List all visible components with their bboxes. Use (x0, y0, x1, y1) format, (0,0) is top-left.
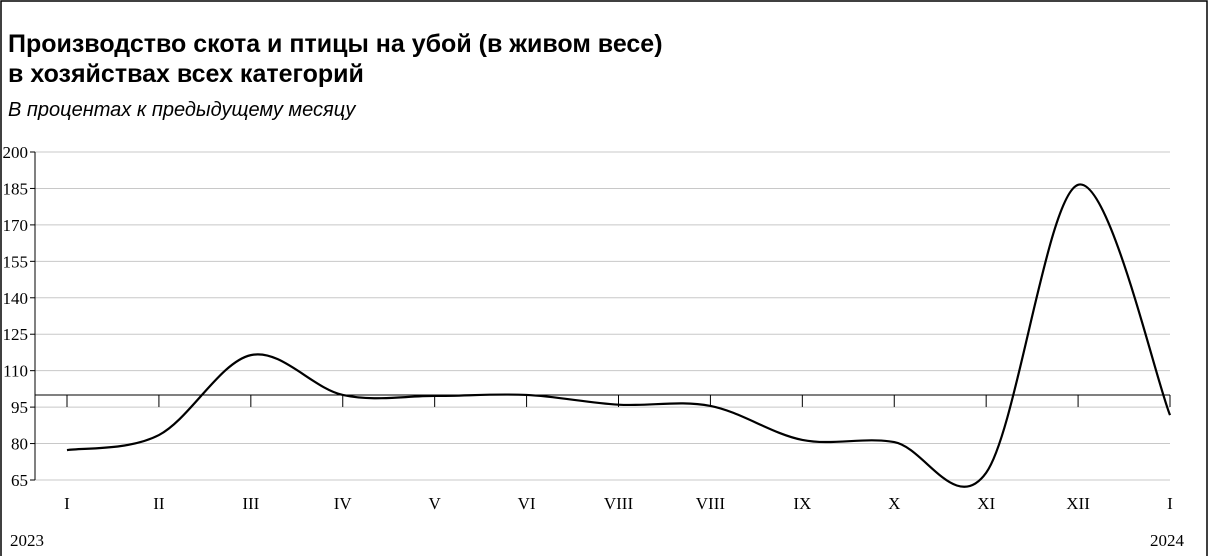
y-tick-label: 125 (3, 325, 29, 344)
y-tick-label: 95 (11, 398, 28, 417)
chart-subtitle: В процентах к предыдущему месяцу (8, 99, 356, 121)
y-tick-label: 80 (11, 435, 28, 454)
x-tick-label: X (888, 494, 900, 513)
x-tick-label: XII (1066, 494, 1090, 513)
x-tick-label: II (153, 494, 165, 513)
x-tick-label: VIII (604, 494, 634, 513)
x-tick-label: VI (518, 494, 536, 513)
y-tick-label: 185 (3, 179, 29, 198)
y-tick-label: 170 (3, 216, 29, 235)
chart-title: в хозяйствах всех категорий (8, 60, 364, 88)
chart-title: Производство скота и птицы на убой (в жи… (8, 30, 663, 58)
annotation: 2024 (1150, 531, 1185, 550)
y-tick-label: 200 (3, 143, 29, 162)
y-tick-label: 140 (3, 289, 29, 308)
line (66, 183, 1172, 488)
x-tick-label: XI (977, 494, 995, 513)
annotation: 2023 (10, 531, 44, 550)
y-tick-label: 110 (3, 362, 28, 381)
y-tick-label: 65 (11, 471, 28, 490)
x-tick-label: VIII (696, 494, 726, 513)
x-tick-label: I (64, 494, 70, 513)
x-tick-label: IV (334, 494, 353, 513)
x-tick-label: V (429, 494, 442, 513)
y-tick-label: 155 (3, 252, 29, 271)
x-tick-label: III (242, 494, 259, 513)
x-tick-label: I (1167, 494, 1173, 513)
x-tick-label: IX (793, 494, 811, 513)
